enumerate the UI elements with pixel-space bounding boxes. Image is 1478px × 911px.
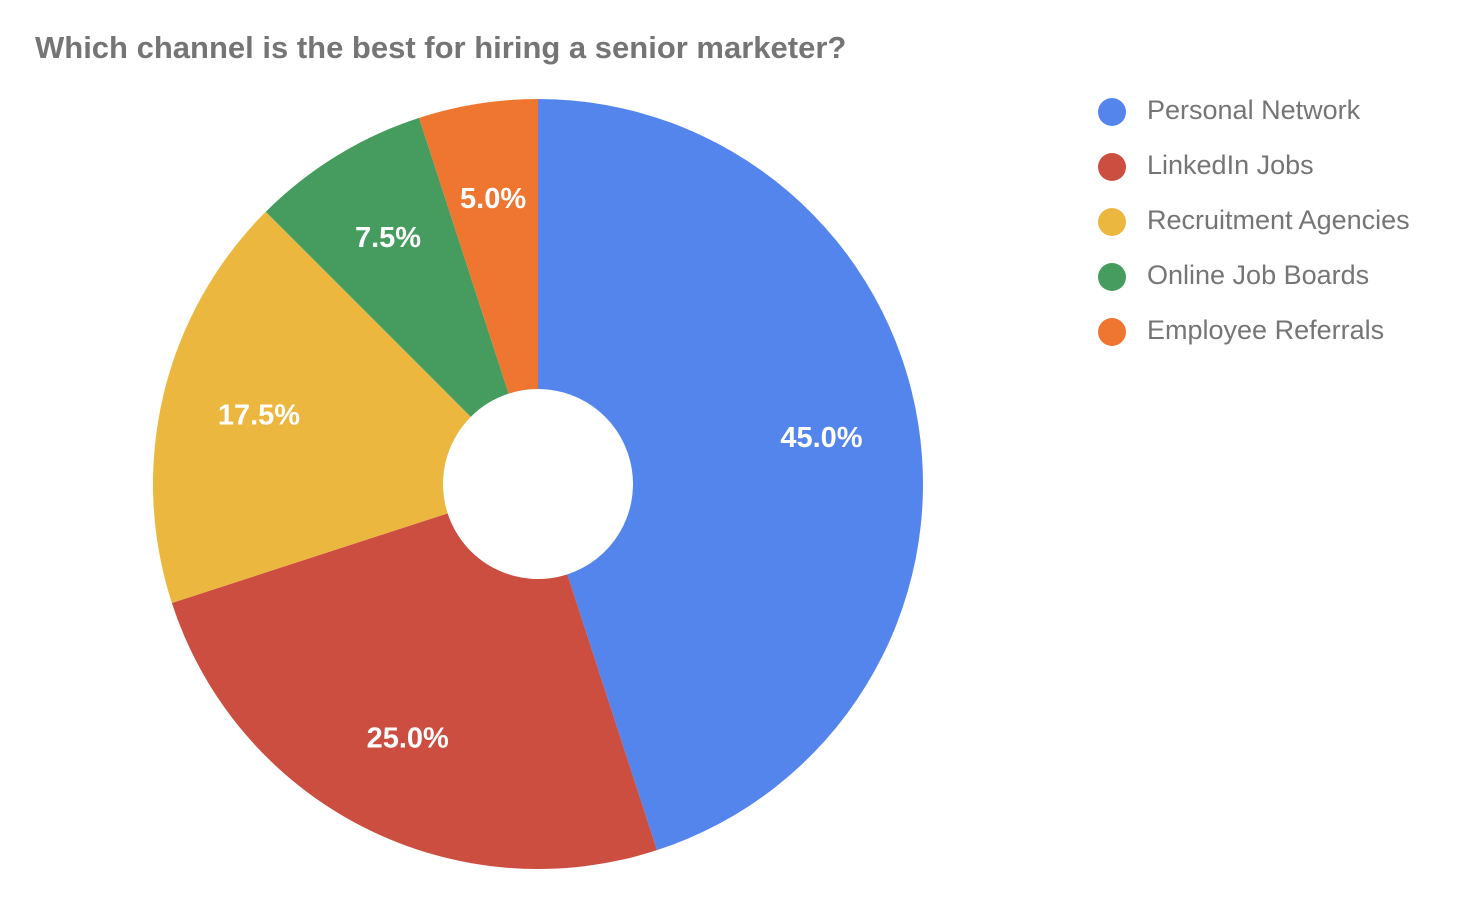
slice-label: 45.0% [780,422,862,454]
chart-title: Which channel is the best for hiring a s… [35,30,846,65]
slice [419,99,538,394]
slice [265,117,509,417]
legend-marker [1098,263,1126,291]
slice [171,513,657,869]
legend-marker [1098,318,1126,346]
legend-label: LinkedIn Jobs [1147,150,1314,180]
legend-label: Online Job Boards [1147,260,1369,290]
legend-label: Personal Network [1147,95,1361,125]
slice [538,99,923,851]
slice-label: 5.0% [460,183,526,215]
legend-marker [1098,208,1126,236]
slice [153,211,471,603]
slice-label: 25.0% [367,722,449,754]
legend-label: Recruitment Agencies [1147,205,1410,235]
slice-label: 7.5% [355,222,421,254]
legend-marker [1098,153,1126,181]
slice-label: 17.5% [218,400,300,432]
legend-label: Employee Referrals [1147,315,1384,345]
legend-marker [1098,98,1126,126]
